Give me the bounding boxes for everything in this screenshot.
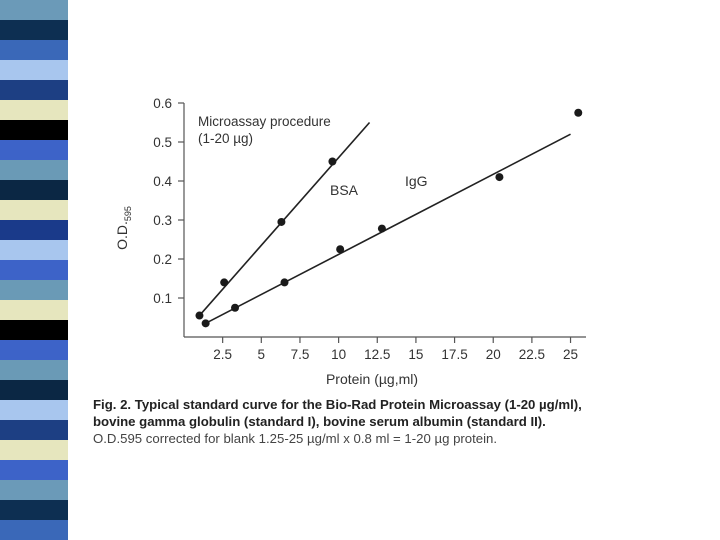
caption-line-1: Fig. 2. Typical standard curve for the B… xyxy=(93,397,582,412)
x-tick-label: 10 xyxy=(331,347,346,362)
data-point-igg xyxy=(495,173,504,182)
side-strip-tile xyxy=(0,380,68,400)
decorative-side-strip xyxy=(0,0,68,540)
side-strip-tile xyxy=(0,200,68,220)
data-point-bsa xyxy=(277,217,286,226)
data-point-bsa xyxy=(328,157,337,166)
data-point-igg xyxy=(201,319,210,328)
figure-caption: Fig. 2. Typical standard curve for the B… xyxy=(93,396,653,447)
side-strip-tile xyxy=(0,360,68,380)
y-tick-label: 0.5 xyxy=(153,135,172,150)
side-strip-tile xyxy=(0,520,68,540)
y-tick-label: 0.1 xyxy=(153,291,172,306)
x-tick-label: 5 xyxy=(258,347,266,362)
y-axis-ticks: 0.1 0.2 0.3 0.4 0.5 0.6 xyxy=(153,96,184,306)
side-strip-tile xyxy=(0,500,68,520)
side-strip-tile xyxy=(0,180,68,200)
x-tick-label: 12.5 xyxy=(364,347,390,362)
caption-line-2: bovine gamma globulin (standard I), bovi… xyxy=(93,414,546,429)
side-strip-tile xyxy=(0,300,68,320)
side-strip-tile xyxy=(0,120,68,140)
y-tick-label: 0.6 xyxy=(153,96,172,111)
side-strip-tile xyxy=(0,220,68,240)
side-strip-tile xyxy=(0,340,68,360)
data-point-bsa xyxy=(195,311,204,320)
data-point-igg xyxy=(231,303,240,312)
y-tick-label: 0.4 xyxy=(153,174,172,189)
x-tick-label: 25 xyxy=(563,347,578,362)
x-tick-label: 22.5 xyxy=(519,347,545,362)
fit-line-igg xyxy=(205,133,571,325)
side-strip-tile xyxy=(0,140,68,160)
caption-line-3: O.D.595 corrected for blank 1.25-25 µg/m… xyxy=(93,431,498,446)
side-strip-tile xyxy=(0,160,68,180)
fit-lines xyxy=(198,121,571,325)
side-strip-tile xyxy=(0,420,68,440)
x-axis-ticks: 2.5 5 7.5 10 12.5 15 17.5 20 22.5 25 xyxy=(213,337,578,362)
bsa-series-label: BSA xyxy=(330,182,359,198)
x-tick-label: 2.5 xyxy=(213,347,232,362)
y-axis-label-main: O.D. xyxy=(114,221,130,250)
x-tick-label: 15 xyxy=(408,347,423,362)
side-strip-tile xyxy=(0,40,68,60)
x-axis-label: Protein (µg,ml) xyxy=(326,371,418,387)
data-point-igg xyxy=(574,108,583,117)
x-tick-label: 17.5 xyxy=(441,347,467,362)
side-strip-tile xyxy=(0,20,68,40)
y-tick-label: 0.2 xyxy=(153,252,172,267)
procedure-annotation-line1: Microassay procedure xyxy=(198,114,331,129)
data-point-igg xyxy=(336,245,345,254)
side-strip-tile xyxy=(0,60,68,80)
y-axis-label-subscript: 595 xyxy=(123,206,133,221)
data-point-igg xyxy=(377,224,386,233)
side-strip-tile xyxy=(0,100,68,120)
side-strip-tile xyxy=(0,0,68,20)
side-strip-tile xyxy=(0,440,68,460)
y-axis-label: O.D.595 xyxy=(114,206,133,250)
y-tick-label: 0.3 xyxy=(153,213,172,228)
data-point-igg xyxy=(280,278,289,287)
side-strip-tile xyxy=(0,400,68,420)
side-strip-tile xyxy=(0,460,68,480)
side-strip-tile xyxy=(0,480,68,500)
igg-series-label: IgG xyxy=(405,173,428,189)
fit-line-bsa xyxy=(198,121,371,317)
data-point-bsa xyxy=(220,278,229,287)
side-strip-tile xyxy=(0,260,68,280)
side-strip-tile xyxy=(0,80,68,100)
side-strip-tile xyxy=(0,320,68,340)
x-tick-label: 20 xyxy=(486,347,501,362)
side-strip-tile xyxy=(0,240,68,260)
data-points xyxy=(195,108,583,328)
procedure-annotation-line2: (1-20 µg) xyxy=(198,131,253,146)
side-strip-tile xyxy=(0,280,68,300)
x-tick-label: 7.5 xyxy=(291,347,310,362)
